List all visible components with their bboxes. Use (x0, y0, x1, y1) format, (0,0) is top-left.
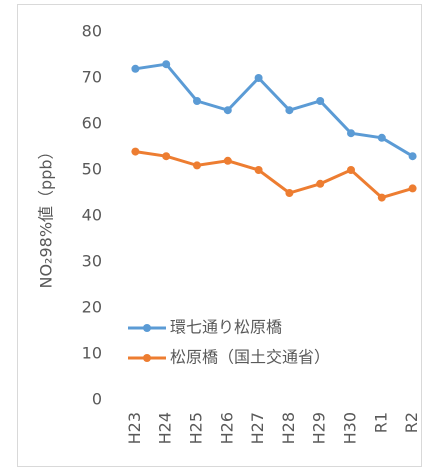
data-point (162, 152, 171, 161)
data-point (193, 161, 201, 170)
x-tick-label: H28 (279, 412, 298, 444)
data-point (131, 64, 140, 73)
data-point (254, 74, 263, 82)
data-point (316, 97, 325, 105)
x-tick-label: R2 (402, 412, 421, 433)
data-point (223, 106, 232, 115)
data-point (162, 60, 171, 69)
y-tick-label: 60 (82, 114, 102, 133)
y-axis-label: NO₂98%値（ppb） (37, 143, 56, 288)
legend-marker (143, 324, 151, 332)
data-point (408, 184, 417, 193)
x-tick-label: H27 (248, 412, 267, 444)
series-line (135, 62, 414, 158)
data-point (347, 166, 355, 174)
chart-border (17, 4, 422, 467)
legend-marker (143, 354, 151, 362)
y-tick-label: 30 (82, 252, 102, 271)
data-point (377, 133, 386, 142)
y-tick-label: 20 (82, 298, 102, 317)
data-point (285, 106, 294, 115)
x-tick-label: H30 (341, 412, 360, 444)
series-line (135, 150, 414, 200)
data-point (285, 189, 294, 197)
data-point (316, 179, 325, 188)
data-point (254, 166, 263, 174)
y-tick-label: 10 (82, 344, 102, 363)
x-tick-label: H26 (217, 412, 236, 444)
x-tick-label: H24 (156, 412, 175, 444)
x-tick-label: R1 (371, 412, 390, 433)
x-tick-label: H25 (187, 412, 206, 444)
legend-label: 松原橋（国土交通省） (170, 348, 330, 367)
legend-label: 環七通り松原橋 (170, 318, 282, 337)
x-tick-label: H29 (310, 412, 329, 444)
y-tick-label: 0 (92, 390, 102, 409)
data-point (347, 129, 355, 138)
x-tick-label: H23 (125, 412, 144, 444)
data-point (377, 193, 386, 202)
data-point (193, 97, 201, 105)
y-tick-label: 50 (82, 160, 102, 179)
y-tick-label: 80 (82, 22, 102, 41)
y-tick-label: 70 (82, 68, 102, 87)
data-point (408, 152, 417, 161)
y-tick-label: 40 (82, 206, 102, 225)
data-point (131, 147, 140, 156)
data-point (223, 156, 232, 165)
